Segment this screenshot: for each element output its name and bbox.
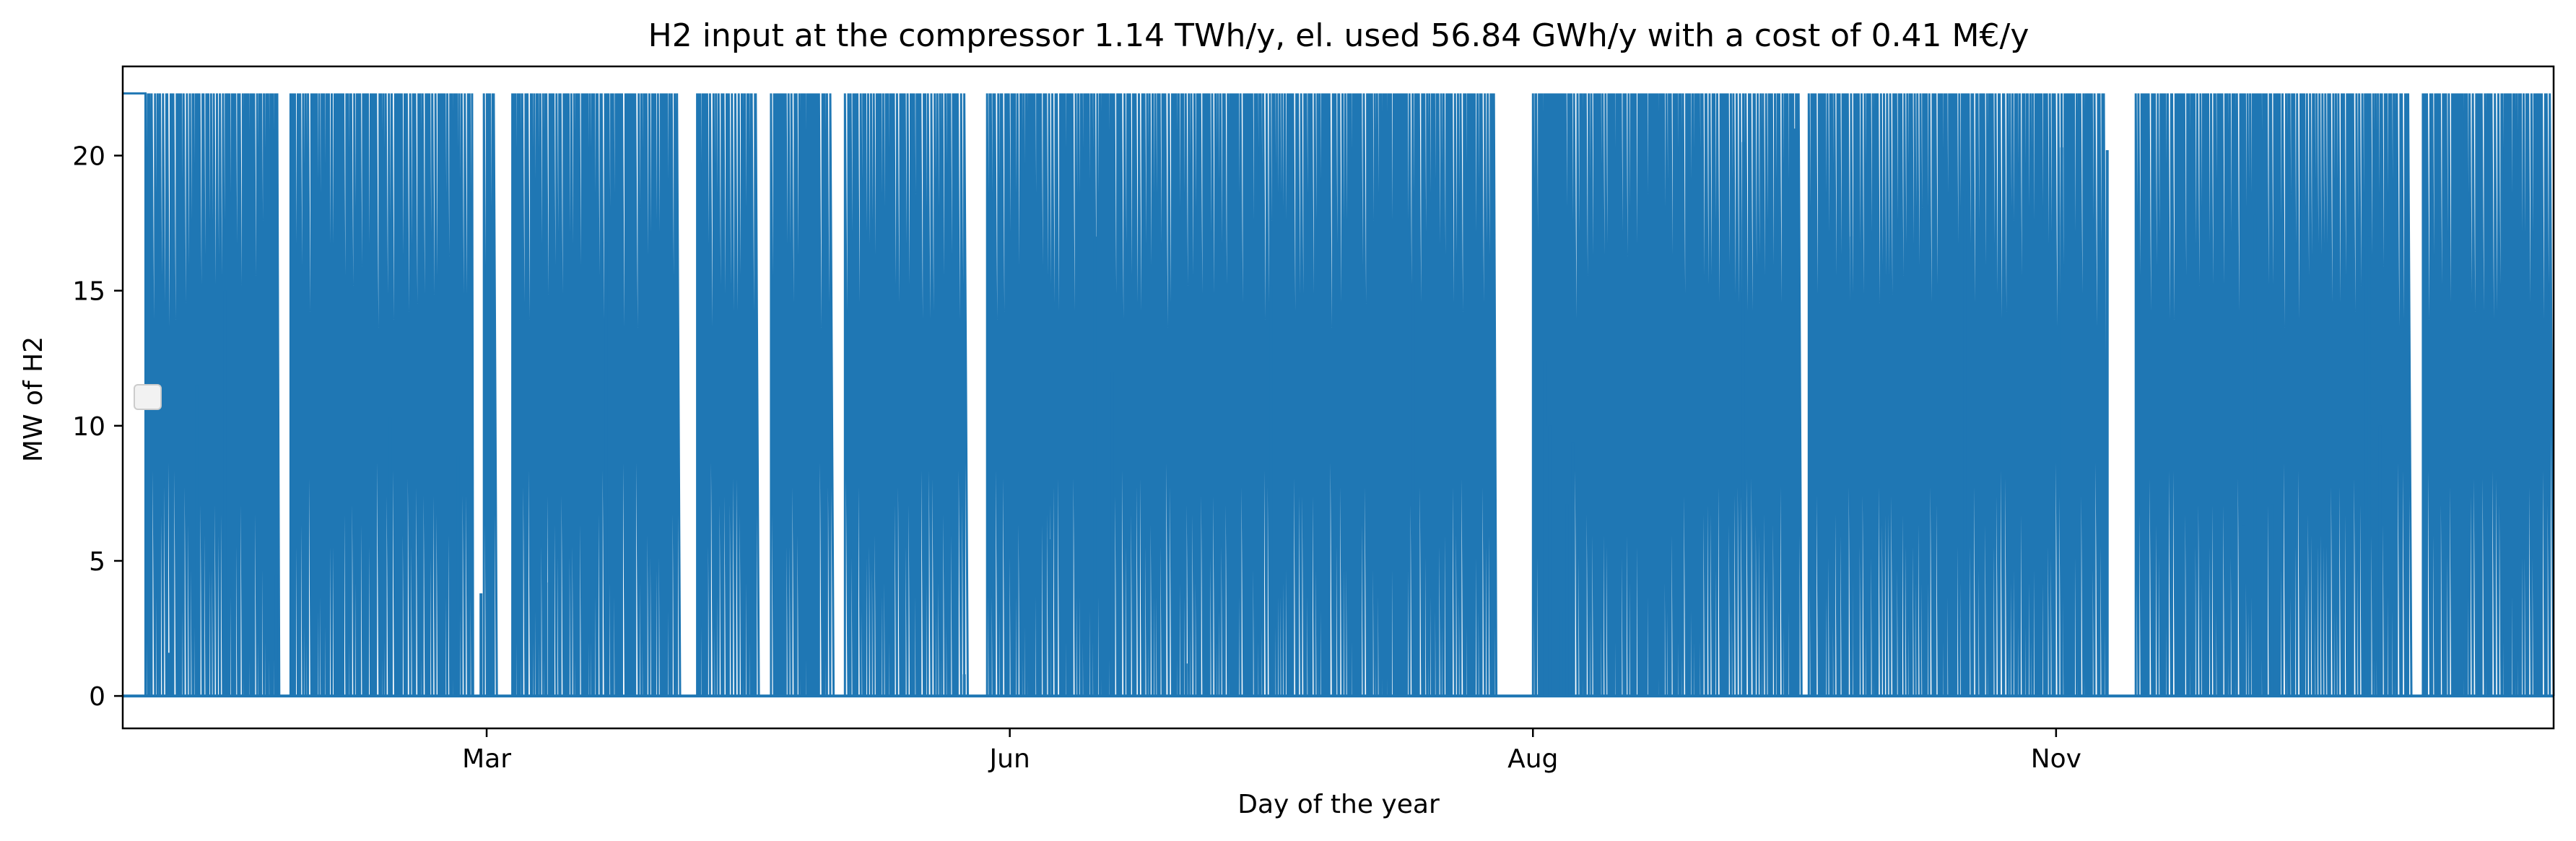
x-axis: Mar Jun Aug Nov <box>462 728 2081 774</box>
y-tick-label-10: 10 <box>72 412 105 442</box>
plot-area <box>123 92 2555 698</box>
x-tick-label-Aug: Aug <box>1507 744 1558 774</box>
series-trace <box>123 92 2555 697</box>
legend-box <box>134 384 162 410</box>
x-axis-label: Day of the year <box>1237 790 1440 819</box>
chart-title: H2 input at the compressor 1.14 TWh/y, e… <box>648 17 2029 54</box>
x-tick-label-Nov: Nov <box>2031 744 2081 774</box>
y-tick-label-0: 0 <box>89 682 105 712</box>
plot-frame <box>121 65 2555 730</box>
y-axis-label: MW of H2 <box>19 336 48 462</box>
x-tick-label-Jun: Jun <box>988 744 1030 774</box>
y-tick-label-5: 5 <box>89 547 105 577</box>
y-axis: 0 5 10 15 20 <box>72 142 123 712</box>
x-tick-label-Mar: Mar <box>462 744 511 774</box>
y-tick-label-20: 20 <box>72 142 105 172</box>
y-tick-label-15: 15 <box>72 277 105 307</box>
